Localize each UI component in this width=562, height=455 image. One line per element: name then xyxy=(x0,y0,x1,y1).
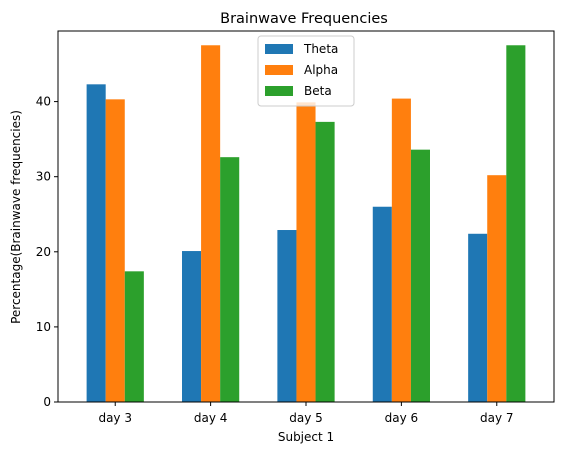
y-axis: 0 10 20 30 40 xyxy=(36,95,58,409)
bar-alpha-day-4 xyxy=(201,45,221,403)
x-axis-label: Subject 1 xyxy=(278,430,334,444)
bar-alpha-day-6 xyxy=(391,98,411,402)
bar-theta-day-6 xyxy=(372,206,392,402)
chart-title: Brainwave Frequencies xyxy=(220,11,388,27)
bar-beta-day-7 xyxy=(506,45,526,403)
bar-alpha-day-5 xyxy=(296,102,316,402)
legend-label-beta: Beta xyxy=(304,84,332,98)
bar-beta-day-4 xyxy=(220,157,240,402)
bar-theta-day-5 xyxy=(277,230,297,402)
bar-beta-day-5 xyxy=(315,121,335,402)
x-tick-label: day 6 xyxy=(385,411,419,425)
y-axis-label: Percentage(Brainwave frequencies) xyxy=(9,110,23,324)
bar-beta-day-6 xyxy=(410,149,430,402)
legend: Theta Alpha Beta xyxy=(257,35,355,107)
legend-label-alpha: Alpha xyxy=(304,63,338,77)
y-tick-label: 40 xyxy=(36,95,51,109)
bar-beta-day-3 xyxy=(124,271,144,402)
legend-swatch-alpha xyxy=(265,65,293,75)
y-tick-label: 30 xyxy=(36,170,51,184)
bars-group xyxy=(86,45,526,403)
x-tick-label: day 3 xyxy=(98,411,132,425)
bar-alpha-day-3 xyxy=(105,99,125,402)
bar-theta-day-3 xyxy=(86,84,106,402)
legend-label-theta: Theta xyxy=(303,42,338,56)
x-tick-label: day 4 xyxy=(194,411,228,425)
bar-alpha-day-7 xyxy=(487,175,507,402)
bar-theta-day-7 xyxy=(468,233,488,402)
x-axis: day 3 day 4 day 5 day 6 day 7 xyxy=(98,402,514,425)
y-tick-label: 20 xyxy=(36,245,51,259)
x-tick-label: day 7 xyxy=(480,411,514,425)
bar-theta-day-4 xyxy=(182,251,202,402)
legend-swatch-beta xyxy=(265,86,293,96)
y-tick-label: 0 xyxy=(43,395,51,409)
legend-swatch-theta xyxy=(265,44,293,54)
y-tick-label: 10 xyxy=(36,320,51,334)
x-tick-label: day 5 xyxy=(289,411,323,425)
